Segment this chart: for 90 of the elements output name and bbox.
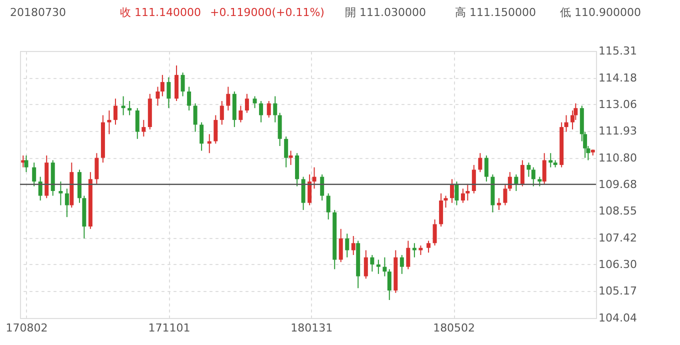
candlestick [273,96,278,123]
y-tick-label: 104.04 [598,312,637,324]
text: 20180730 [10,6,66,19]
candlestick [370,254,374,272]
candlestick [135,108,140,140]
candlestick [345,233,350,258]
candlestick [259,100,264,123]
candlestick [295,152,300,187]
candlestick [406,240,410,270]
candlestick [113,98,118,126]
candlestick [564,114,568,132]
x-tick-label: 170802 [6,322,48,334]
candlestick [38,176,42,201]
candlestick [238,105,243,123]
y-tick-label: 113.06 [598,98,637,111]
candlestick [460,188,465,204]
candlestick [226,86,230,111]
candlestick [160,74,164,97]
candlestick [220,100,224,126]
y-tick-label: 110.80 [598,151,637,164]
candlestick [142,119,146,138]
y-tick-label: 115.31 [598,44,637,58]
candlestick [514,174,518,192]
y-tick-label: 109.68 [598,178,637,191]
text: 高 111.150000 [455,6,536,19]
candlestick [338,228,343,263]
candlestick [21,154,26,168]
candlestick [64,188,69,218]
y-tick-label: 108.55 [598,204,637,218]
text: +0.119000(+0.11%) [210,6,324,19]
candlestick [400,254,404,274]
candlestick [174,64,179,102]
candlestick [180,72,185,97]
candlestick [326,192,330,220]
y-tick-label: 107.42 [598,231,637,244]
candlestick [520,160,524,187]
y-tick-label: 105.17 [598,284,637,298]
candlestick [312,166,316,190]
candlestick [121,96,126,116]
candlestick [266,100,271,118]
candlestick [432,218,437,246]
text: 開 111.030000 [345,6,426,19]
x-tick-label: 171101 [148,322,190,334]
candlestick [278,112,282,146]
candlestick [548,152,553,168]
candlestick [128,100,132,116]
y-tick-label: 111.93 [598,124,637,138]
candlestick [193,102,198,132]
candlestick [24,154,28,173]
candlestick [450,178,454,204]
candlestick [364,250,368,280]
candlestick [454,181,459,206]
candlestick [200,122,204,152]
candlestick [308,174,312,206]
candlestick [382,256,387,277]
candlestick [284,136,288,168]
candlestick [472,164,476,194]
candlestick [466,183,470,201]
candlestick [214,114,218,144]
y-tick-label: 114.18 [598,71,637,84]
candlestick [538,176,542,187]
candlestick [252,96,257,109]
y-tick-label: 106.30 [598,258,637,271]
candlestick [484,154,488,182]
candlestick [376,259,380,274]
candlestick [301,176,306,210]
candlestick [244,93,249,114]
candlestick [288,150,293,166]
candlestick [187,86,192,111]
candlestick [351,236,356,256]
x-tick-label: 180502 [433,322,476,334]
candlestick [320,174,324,201]
candlestick [542,152,546,184]
candlestick [426,240,431,254]
candlestick [107,110,112,135]
candlestick [387,268,392,300]
candlestick [32,162,36,187]
candlestick [156,86,160,106]
candlestick [94,152,99,184]
candlestick [478,152,482,173]
text: 低 110.900000 [560,6,641,19]
candlestick [503,183,508,206]
candlestick [439,192,444,228]
candlestick [526,162,531,178]
x-tick-label: 180131 [290,322,333,334]
candlestick [531,166,536,187]
candlestick [166,76,171,109]
text: 收 111.140000 [120,6,201,19]
candlestick [58,181,63,206]
candlestick [444,195,448,208]
